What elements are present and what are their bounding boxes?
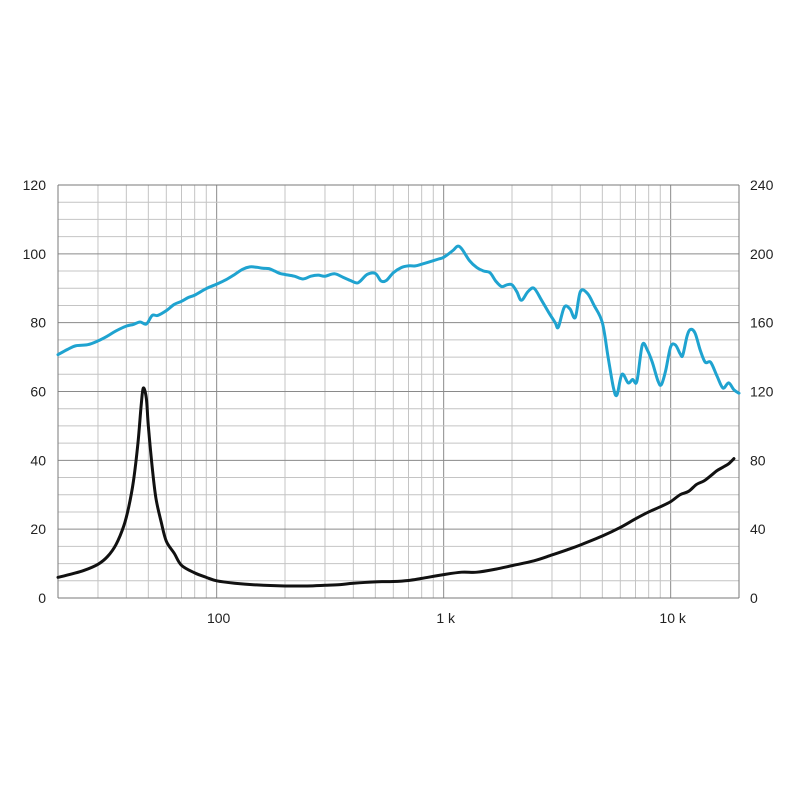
y-right-tick-label: 240 bbox=[750, 177, 774, 193]
tick-labels: 0 20 40 60 80 100 120 0 40 80 120 160 200 240 100 1 k 10… bbox=[23, 177, 774, 626]
y-left-tick-label: 120 bbox=[23, 177, 47, 193]
y-left-tick-label: 40 bbox=[30, 452, 46, 468]
series bbox=[56, 244, 741, 588]
grid bbox=[58, 184, 739, 599]
y-left-tick-label: 80 bbox=[30, 315, 46, 331]
impedance-line bbox=[56, 386, 736, 588]
y-left-tick-label: 60 bbox=[30, 384, 46, 400]
y-right-tick-label: 0 bbox=[750, 590, 758, 606]
y-left-tick-label: 100 bbox=[23, 246, 47, 262]
frequency-response-line bbox=[56, 244, 741, 398]
y-right-tick-label: 40 bbox=[750, 521, 766, 537]
y-right-tick-label: 120 bbox=[750, 384, 774, 400]
x-tick-label: 100 bbox=[207, 610, 231, 626]
x-tick-label: 10 k bbox=[659, 610, 686, 626]
y-left-tick-label: 20 bbox=[30, 521, 46, 537]
y-right-tick-label: 200 bbox=[750, 246, 774, 262]
y-left-tick-label: 0 bbox=[38, 590, 46, 606]
x-tick-label: 1 k bbox=[436, 610, 456, 626]
y-right-tick-label: 160 bbox=[750, 315, 774, 331]
y-right-tick-label: 80 bbox=[750, 452, 766, 468]
